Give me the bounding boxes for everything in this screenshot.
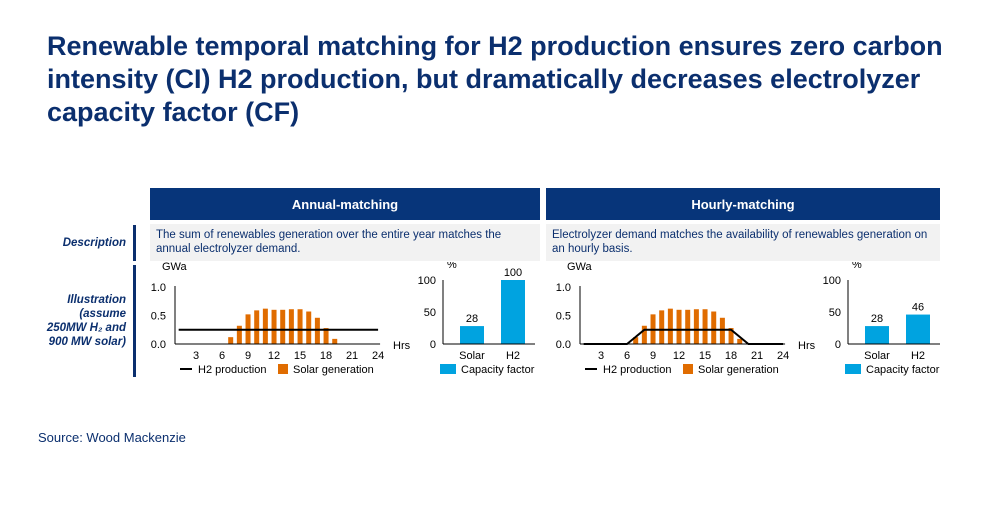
- illustration-line: 900 MW solar): [48, 336, 126, 348]
- divider: [133, 225, 136, 261]
- legend-bar-swatch: [440, 364, 456, 374]
- solar-bar: [633, 337, 639, 344]
- y-tick-label: 50: [829, 307, 841, 319]
- solar-bar: [262, 308, 268, 344]
- x-axis-unit: Hrs: [393, 340, 411, 352]
- legend-label: Capacity factor: [461, 364, 535, 376]
- capacity-bar: [460, 326, 484, 344]
- x-tick-label: 18: [725, 350, 737, 362]
- y-tick-label: 50: [424, 307, 436, 319]
- data-label: 46: [912, 302, 924, 314]
- y-tick-label: 1.0: [556, 282, 571, 294]
- panel-annual: GWa 0.0 0.5 1.0 3 6 9 12 15 18 21 24 Hrs H2 productio…: [150, 259, 545, 382]
- legend-label: Solar generation: [293, 364, 374, 376]
- y-tick-label: 0: [430, 339, 436, 351]
- solar-bar: [314, 317, 320, 344]
- capacity-bar: [501, 280, 525, 344]
- solar-bar: [288, 309, 294, 344]
- x-tick-label: 9: [650, 350, 656, 362]
- legend-label: Solar generation: [698, 364, 779, 376]
- x-tick-label: 15: [294, 350, 306, 362]
- solar-bar: [297, 309, 303, 344]
- x-tick-label: 3: [193, 350, 199, 362]
- y-tick-label: 1.0: [151, 282, 166, 294]
- capacity-bar: [865, 326, 889, 344]
- data-label: 28: [871, 313, 883, 325]
- illustration-line: 250MW H₂ and: [46, 322, 126, 334]
- solar-bar: [659, 310, 665, 344]
- x-tick-label: 6: [624, 350, 630, 362]
- h2-production-line: [583, 328, 784, 345]
- solar-bar: [236, 325, 242, 344]
- y-tick-label: 100: [823, 275, 841, 287]
- y-axis-unit: %: [447, 262, 457, 271]
- divider: [133, 265, 136, 377]
- x-axis-unit: Hrs: [798, 340, 816, 352]
- solar-bar: [323, 328, 329, 344]
- solar-bar: [280, 309, 286, 344]
- solar-bar: [254, 310, 260, 344]
- x-tick-label: 9: [245, 350, 251, 362]
- solar-bar: [271, 309, 277, 344]
- x-tick-label: 21: [346, 350, 358, 362]
- page-title: Renewable temporal matching for H2 produ…: [47, 31, 943, 127]
- x-tick-label: 18: [320, 350, 332, 362]
- category-label: H2: [506, 350, 520, 362]
- solar-bar: [641, 325, 647, 344]
- capacity-bar: [906, 314, 930, 344]
- solar-bar: [228, 337, 234, 344]
- legend-label: H2 production: [198, 364, 267, 376]
- row-label-description: Description: [62, 237, 126, 249]
- row-label-illustration: Illustration (assume 250MW H₂ and 900 MW…: [47, 293, 126, 349]
- column-header-hourly: Hourly-matching: [546, 188, 940, 220]
- y-tick-label: 0.0: [151, 339, 166, 351]
- y-axis-unit: GWa: [162, 262, 188, 273]
- solar-bar: [719, 317, 725, 344]
- legend-label: Capacity factor: [866, 364, 940, 376]
- solar-bar: [702, 309, 708, 344]
- legend-label: H2 production: [603, 364, 672, 376]
- x-tick-label: 12: [673, 350, 685, 362]
- y-tick-label: 0.5: [556, 311, 571, 323]
- x-tick-label: 12: [268, 350, 280, 362]
- solar-bar: [728, 328, 734, 344]
- x-tick-label: 15: [699, 350, 711, 362]
- y-axis-unit: GWa: [567, 262, 593, 273]
- x-tick-label: 21: [751, 350, 763, 362]
- y-axis-unit: %: [852, 262, 862, 271]
- solar-bar: [711, 311, 717, 344]
- y-tick-label: 0.5: [151, 311, 166, 323]
- y-tick-label: 0.0: [556, 339, 571, 351]
- solar-bar: [676, 309, 682, 344]
- hourly-charts: GWa 0.0 0.5 1.0 3 6 9 12 15 18 21 24 Hrs H2 productio…: [556, 259, 940, 376]
- illustration-line: (assume: [79, 308, 126, 320]
- x-tick-label: 24: [372, 350, 384, 362]
- x-tick-label: 6: [219, 350, 225, 362]
- y-tick-label: 100: [418, 275, 436, 287]
- annual-charts: GWa 0.0 0.5 1.0 3 6 9 12 15 18 21 24 Hrs H2 productio…: [151, 259, 535, 376]
- panel-hourly: GWa 0.0 0.5 1.0 3 6 9 12 15 18 21 24 Hrs H2 productio…: [555, 259, 950, 382]
- legend-bar-swatch: [683, 364, 693, 374]
- solar-bar: [667, 308, 673, 344]
- solar-bar: [693, 309, 699, 344]
- solar-bar: [737, 338, 743, 344]
- description-annual: The sum of renewables generation over th…: [150, 224, 540, 261]
- y-tick-label: 0: [835, 339, 841, 351]
- source-note: Source: Wood Mackenzie: [38, 430, 186, 445]
- solar-bar: [685, 309, 691, 344]
- legend-bar-swatch: [845, 364, 861, 374]
- solar-bar: [306, 311, 312, 344]
- column-header-annual: Annual-matching: [150, 188, 540, 220]
- x-tick-label: 24: [777, 350, 789, 362]
- data-label: 28: [466, 313, 478, 325]
- description-hourly: Electrolyzer demand matches the availabi…: [546, 224, 940, 261]
- category-label: Solar: [459, 350, 485, 362]
- solar-bar: [332, 338, 338, 344]
- legend-bar-swatch: [278, 364, 288, 374]
- category-label: H2: [911, 350, 925, 362]
- category-label: Solar: [864, 350, 890, 362]
- x-tick-label: 3: [598, 350, 604, 362]
- illustration-line: Illustration: [67, 294, 126, 306]
- data-label: 100: [504, 267, 522, 279]
